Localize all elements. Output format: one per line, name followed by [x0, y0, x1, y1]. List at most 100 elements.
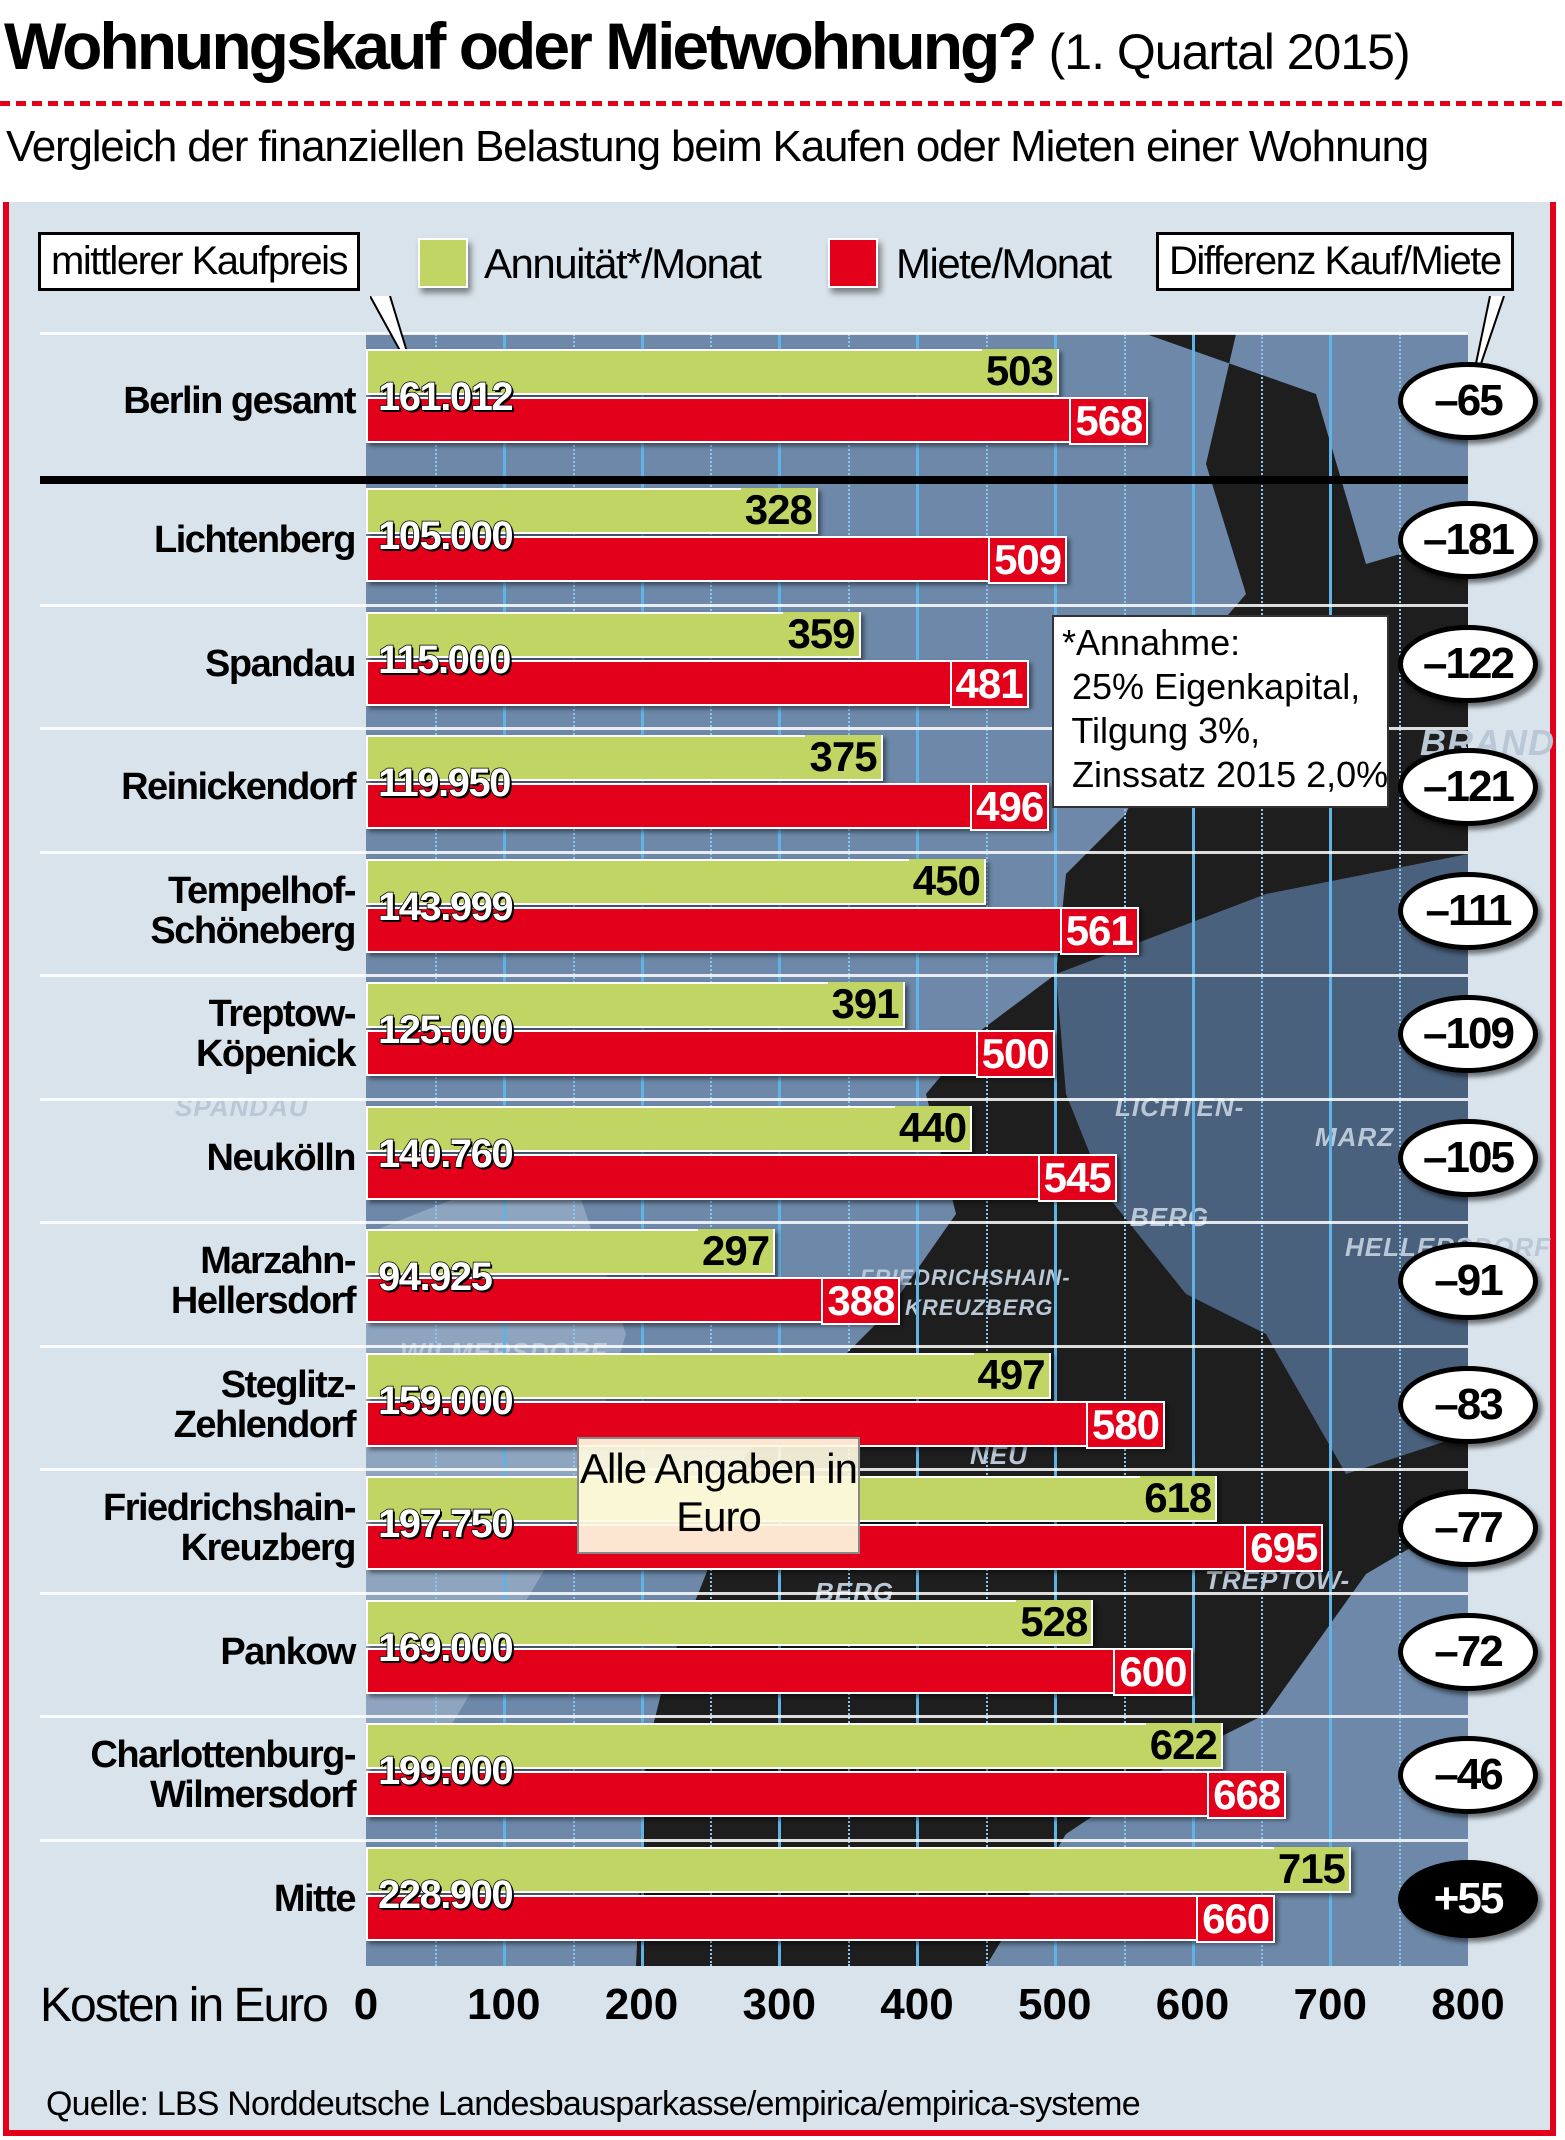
map-label: KREUZBERG [905, 1295, 1054, 1320]
district-label: Pankow [15, 1630, 356, 1673]
annuity-value: 715 [1273, 1846, 1349, 1891]
rent-value: 600 [1113, 1647, 1193, 1696]
district-label-line: Mitte [273, 1877, 357, 1920]
district-label-line: Tempelhof- [168, 869, 356, 912]
district-label-line: Spandau [205, 642, 356, 685]
annuity-bar [366, 982, 905, 1028]
district-label: Neukölln [15, 1136, 357, 1179]
x-tick-label: 100 [467, 1980, 541, 2029]
rent-bar [366, 1647, 1193, 1694]
district-label-line: Lichtenberg [154, 519, 356, 561]
units-note: Alle Angaben in Euro [577, 1437, 860, 1554]
difference-bubble: –111 [1398, 871, 1538, 950]
district-label-line: Neukölln [206, 1136, 357, 1179]
gridline-minor [1261, 334, 1264, 1966]
rent-bar [366, 1894, 1276, 1941]
district-label-line: Friedrichshain- [103, 1487, 357, 1529]
district-label: Reinickendorf [15, 766, 356, 808]
district-label: Friedrichshain- Kreuzberg [15, 1487, 357, 1568]
rent-value: 580 [1085, 1400, 1165, 1449]
annuity-bar [366, 611, 861, 658]
purchase-price: 159.000 [377, 1378, 514, 1424]
rent-bar [366, 397, 1149, 443]
assumption-note: *Annahme: 25% Eigenkapital, Tilgung 3%, … [1052, 615, 1389, 808]
purchase-price: 115.000 [377, 637, 512, 683]
row-divider [40, 850, 1468, 854]
x-tick-label: 0 [353, 1980, 379, 2029]
difference-bubble: –105 [1398, 1118, 1538, 1197]
purchase-price: 161.012 [377, 374, 514, 420]
annuity-value: 622 [1145, 1723, 1221, 1767]
legend-rent-swatch [828, 238, 878, 288]
dotted-divider [0, 101, 1565, 106]
district-label-line: Reinickendorf [121, 766, 356, 808]
rent-bar [366, 906, 1139, 953]
chart-subtitle: Vergleich der finanziellen Belastung bei… [6, 122, 1429, 171]
legend-diff-box: Differenz Kauf/Miete [1156, 232, 1514, 291]
district-label-line: Berlin gesamt [123, 380, 356, 422]
x-tick-label: 800 [1431, 1980, 1505, 2029]
annuity-bar [366, 349, 1059, 395]
rent-value: 695 [1244, 1524, 1324, 1572]
x-tick-label: 500 [1018, 1980, 1092, 2029]
annuity-value: 497 [973, 1352, 1049, 1397]
row-divider [40, 727, 1468, 730]
district-label-line: Pankow [220, 1630, 356, 1673]
row-divider [40, 1838, 1468, 1842]
row-divider [40, 1097, 1468, 1101]
gridline-minor [1123, 334, 1126, 1966]
annuity-bar [366, 858, 986, 905]
difference-bubble: +55 [1398, 1859, 1538, 1938]
rent-value: 568 [1069, 397, 1149, 445]
rent-value: 660 [1196, 1894, 1276, 1943]
annuity-bar [366, 1599, 1094, 1646]
annuity-value: 450 [908, 858, 984, 903]
district-label: Marzahn- Hellersdorf [15, 1240, 357, 1322]
annuity-bar [366, 735, 883, 781]
district-label-line: Marzahn- [200, 1240, 356, 1282]
difference-bubble: –91 [1398, 1242, 1538, 1320]
source-note: Quelle: LBS Norddeutsche Landesbausparka… [46, 2085, 1141, 2123]
difference-bubble: –46 [1398, 1736, 1538, 1814]
district-label-line: Köpenick [195, 1033, 357, 1075]
purchase-price: 169.000 [377, 1625, 514, 1671]
difference-bubble: –122 [1398, 624, 1538, 703]
district-label: Tempelhof- Schöneberg [15, 869, 356, 951]
annuity-bar [366, 1723, 1223, 1769]
legend-annuity-swatch [418, 238, 468, 288]
difference-bubble: –77 [1398, 1489, 1538, 1567]
annuity-value: 503 [981, 349, 1057, 393]
difference-bubble: –109 [1398, 995, 1538, 1073]
rent-value: 500 [975, 1030, 1055, 1078]
row-divider [40, 1344, 1468, 1348]
annuity-value: 440 [895, 1105, 971, 1150]
annuity-bar [366, 1846, 1351, 1893]
row-divider [40, 1221, 1468, 1224]
x-tick-label: 600 [1155, 1980, 1230, 2029]
rent-value: 388 [821, 1277, 901, 1325]
annuity-bar [366, 1105, 973, 1152]
difference-bubble: –121 [1398, 748, 1538, 826]
map-label: LICHTEN- [1115, 1092, 1245, 1122]
purchase-price: 228.900 [377, 1872, 514, 1918]
difference-bubble: –72 [1398, 1612, 1538, 1691]
district-label-line: Hellersdorf [170, 1280, 357, 1322]
rent-bar [366, 783, 1050, 829]
district-label-line: Wilmersdorf [150, 1774, 356, 1816]
berlin-separator [40, 476, 1468, 484]
rent-value: 561 [1059, 906, 1139, 955]
legend-price-box: mittlerer Kaufpreis [38, 232, 361, 291]
row-divider [40, 974, 1468, 977]
purchase-price: 143.999 [377, 884, 514, 930]
district-label-line: Steglitz- [220, 1363, 357, 1406]
x-tick-label: 700 [1293, 1980, 1367, 2029]
map-label: MARZ [1315, 1122, 1395, 1152]
chart-title: Wohnungskauf oder Mietwohnung? (1. Quarta… [4, 8, 1411, 84]
annuity-value: 328 [740, 488, 816, 532]
district-label-line: Treptow- [208, 993, 357, 1035]
district-label: Berlin gesamt [15, 380, 356, 422]
purchase-price: 119.950 [377, 760, 512, 806]
purchase-price: 105.000 [377, 513, 514, 559]
difference-bubble: –65 [1398, 362, 1538, 440]
legend-rent-label: Miete/Monat [896, 240, 1112, 287]
